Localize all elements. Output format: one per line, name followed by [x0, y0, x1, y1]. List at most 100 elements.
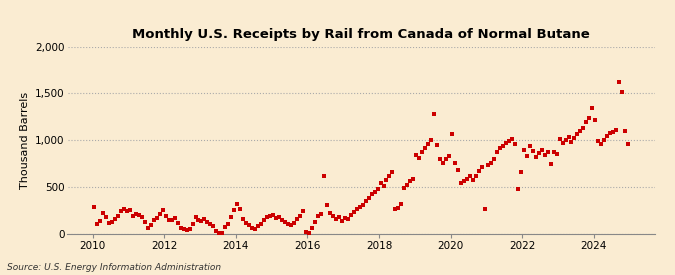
Point: [500, 141, 511, 145]
Point: [605, 131, 616, 135]
Point: [336, 218, 347, 223]
Point: [309, 219, 320, 224]
Point: [429, 112, 439, 116]
Point: [518, 147, 529, 152]
Point: [485, 161, 496, 165]
Point: [483, 163, 493, 168]
Point: [426, 138, 437, 142]
Point: [387, 170, 398, 174]
Point: [294, 214, 305, 218]
Point: [169, 216, 180, 221]
Point: [381, 178, 392, 183]
Point: [510, 142, 520, 146]
Point: [620, 129, 630, 133]
Point: [575, 129, 586, 133]
Point: [521, 154, 532, 158]
Point: [229, 208, 240, 213]
Point: [268, 213, 279, 217]
Point: [462, 176, 472, 181]
Point: [623, 142, 634, 146]
Point: [566, 140, 577, 144]
Point: [184, 226, 195, 231]
Point: [119, 207, 130, 211]
Point: [160, 214, 171, 218]
Point: [134, 212, 144, 217]
Point: [262, 215, 273, 219]
Point: [390, 207, 401, 211]
Point: [470, 174, 481, 178]
Point: [241, 221, 252, 226]
Point: [286, 223, 296, 227]
Point: [396, 202, 407, 206]
Point: [536, 148, 547, 152]
Point: [441, 157, 452, 161]
Point: [346, 213, 356, 217]
Point: [139, 219, 150, 224]
Point: [459, 179, 470, 184]
Y-axis label: Thousand Barrels: Thousand Barrels: [20, 92, 30, 189]
Point: [357, 203, 368, 207]
Point: [92, 222, 103, 227]
Point: [608, 130, 619, 134]
Point: [581, 119, 592, 124]
Point: [456, 181, 466, 185]
Point: [375, 181, 386, 185]
Point: [325, 211, 335, 215]
Point: [572, 131, 583, 136]
Point: [411, 153, 422, 157]
Point: [172, 220, 183, 225]
Point: [593, 139, 603, 143]
Point: [491, 150, 502, 155]
Point: [408, 176, 418, 181]
Point: [545, 161, 556, 166]
Point: [124, 207, 135, 212]
Point: [95, 218, 105, 223]
Point: [157, 208, 168, 212]
Point: [360, 199, 371, 203]
Point: [115, 209, 126, 213]
Point: [587, 105, 598, 110]
Point: [340, 216, 350, 221]
Point: [384, 174, 395, 178]
Point: [208, 224, 219, 228]
Point: [247, 226, 258, 230]
Point: [306, 226, 317, 230]
Point: [393, 205, 404, 210]
Point: [103, 221, 114, 226]
Point: [399, 186, 410, 190]
Point: [199, 217, 210, 221]
Point: [271, 216, 281, 220]
Point: [151, 216, 162, 220]
Point: [145, 223, 156, 227]
Point: [217, 231, 227, 235]
Point: [196, 218, 207, 223]
Point: [354, 204, 365, 209]
Point: [369, 189, 380, 194]
Point: [450, 161, 460, 165]
Point: [252, 224, 263, 229]
Point: [155, 212, 165, 216]
Point: [596, 142, 607, 146]
Point: [417, 150, 428, 155]
Point: [313, 214, 323, 219]
Point: [122, 208, 132, 213]
Text: Source: U.S. Energy Information Administration: Source: U.S. Energy Information Administ…: [7, 263, 221, 272]
Point: [292, 217, 302, 221]
Point: [250, 226, 261, 231]
Point: [527, 149, 538, 154]
Point: [109, 217, 120, 221]
Point: [489, 157, 500, 161]
Point: [304, 231, 315, 235]
Point: [438, 161, 449, 165]
Point: [136, 215, 147, 219]
Point: [363, 196, 374, 200]
Point: [163, 218, 174, 222]
Point: [142, 226, 153, 230]
Point: [497, 144, 508, 148]
Point: [148, 218, 159, 222]
Point: [220, 225, 231, 229]
Point: [319, 174, 329, 178]
Point: [542, 150, 553, 154]
Point: [464, 174, 475, 178]
Point: [128, 214, 138, 219]
